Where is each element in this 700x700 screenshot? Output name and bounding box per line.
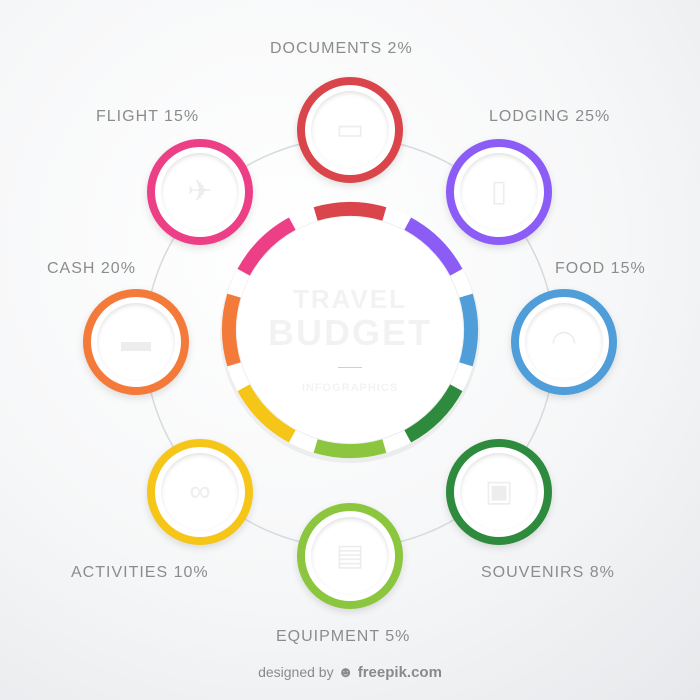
label-lodging: LODGING 25% [489, 108, 611, 125]
label-cash: CASH 20% [47, 260, 136, 277]
hub-ring-segment [222, 293, 241, 367]
category-node-cash[interactable]: ▬ [83, 289, 189, 395]
category-node-food[interactable]: ◠ [511, 289, 617, 395]
hub-ring-segment [313, 202, 387, 221]
node-inner [460, 453, 538, 531]
node-inner [311, 517, 389, 595]
binoculars-icon: ∞ [189, 475, 211, 508]
category-node-flight[interactable]: ✈ [147, 139, 253, 245]
center-title-line1: TRAVEL [292, 284, 408, 314]
label-flight: FLIGHT 15% [96, 108, 200, 125]
node-inner [97, 303, 175, 381]
freepik-logo-icon: ☻ [337, 664, 358, 681]
label-activities: ACTIVITIES 10% [71, 564, 209, 581]
backpack-icon: ▤ [335, 539, 365, 572]
node-inner [161, 453, 239, 531]
hub-ring-segment [237, 217, 296, 276]
hub-ring-segment [459, 293, 478, 367]
center-title-line2: BUDGET [268, 312, 432, 353]
cloche-icon: ◠ [550, 325, 578, 358]
credit-footer: designed by ☻ freepik.com [0, 664, 700, 681]
category-node-souvenirs[interactable]: ▣ [446, 439, 552, 545]
label-food: FOOD 15% [555, 260, 646, 277]
document-icon: ▭ [335, 113, 365, 146]
category-node-documents[interactable]: ▭ [297, 77, 403, 183]
node-inner [525, 303, 603, 381]
label-equipment: EQUIPMENT 5% [276, 628, 411, 645]
hub-ring-segment [313, 439, 387, 458]
category-node-activities[interactable]: ∞ [147, 439, 253, 545]
node-inner [460, 153, 538, 231]
credit-designed-by: designed by [258, 664, 334, 680]
label-documents: DOCUMENTS 2% [270, 40, 413, 57]
shopping-bag-icon: ▣ [484, 475, 514, 508]
door-hanger-icon: ▯ [490, 175, 508, 208]
hub-ring-segment [404, 384, 463, 443]
airplane-icon: ✈ [187, 175, 213, 208]
category-node-lodging[interactable]: ▯ [446, 139, 552, 245]
label-souvenirs: SOUVENIRS 8% [481, 564, 615, 581]
hub-disc [237, 217, 463, 443]
center-subtitle: INFOGRAPHICS [301, 382, 399, 394]
center-divider [338, 367, 362, 368]
node-inner [311, 91, 389, 169]
money-icon: ▬ [121, 325, 151, 358]
credit-brand: freepik.com [357, 664, 442, 681]
center-hub [220, 202, 480, 463]
hub-ring-segment [404, 217, 463, 276]
category-node-equipment[interactable]: ▤ [297, 503, 403, 609]
hub-ring-segment [237, 384, 296, 443]
node-inner [161, 153, 239, 231]
